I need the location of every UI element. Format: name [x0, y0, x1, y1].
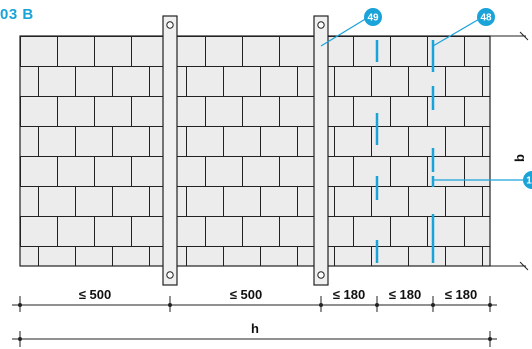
- support-rail-right: [313, 15, 329, 286]
- callout-49-label: 49: [367, 13, 379, 24]
- height-dimension-label: b: [512, 154, 527, 162]
- callout-48: 48: [477, 8, 495, 26]
- callout-leaders: [320, 17, 525, 181]
- total-dimension-label: h: [251, 321, 259, 336]
- span-label-3: ≤ 180: [333, 287, 365, 302]
- total-dimension-ticks: [18, 337, 492, 341]
- callout-48-label: 48: [480, 13, 492, 24]
- joint-lines: [375, 40, 435, 263]
- callout-1: 1: [523, 171, 532, 189]
- span-label-2: ≤ 500: [230, 287, 262, 302]
- height-dimension: [490, 31, 529, 271]
- span-label-1: ≤ 500: [79, 287, 111, 302]
- span-label-4: ≤ 180: [389, 287, 421, 302]
- span-label-5: ≤ 180: [445, 287, 477, 302]
- figure-title: 03 B: [0, 6, 34, 23]
- callout-1-label: 1: [526, 176, 532, 187]
- callout-49: 49: [364, 8, 382, 26]
- support-rail-left: [162, 15, 178, 286]
- paving-field: [19, 35, 491, 267]
- span-dimension-ticks: [18, 303, 492, 307]
